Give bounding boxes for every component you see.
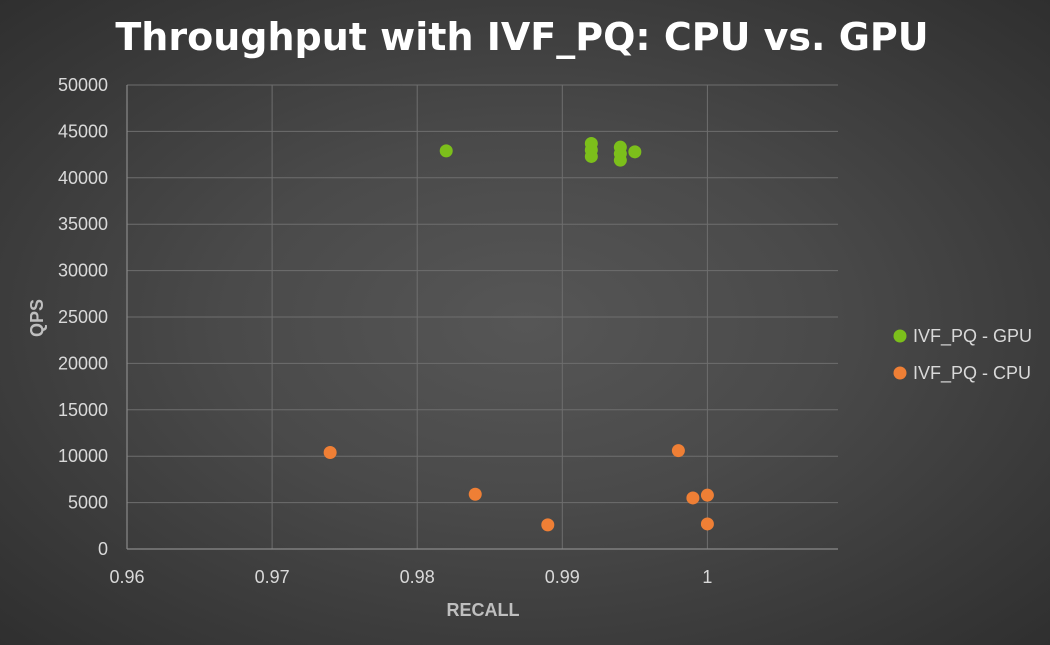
y-tick-label: 50000 xyxy=(58,75,108,95)
legend-marker-gpu xyxy=(893,329,907,343)
y-tick-label: 40000 xyxy=(58,168,108,188)
legend-item-gpu[interactable]: IVF_PQ - GPU xyxy=(893,326,1033,347)
x-tick-labels: 0.96 0.97 0.98 0.99 1 xyxy=(109,567,712,587)
data-points xyxy=(323,136,714,532)
y-tick-label: 0 xyxy=(98,539,108,559)
y-tick-label: 5000 xyxy=(68,493,108,513)
legend-label-cpu: IVF_PQ - CPU xyxy=(913,363,1031,384)
x-tick-label: 0.97 xyxy=(255,567,290,587)
gpu-data-point[interactable] xyxy=(613,153,627,167)
y-axis-label: QPS xyxy=(27,299,47,337)
x-tick-label: 0.98 xyxy=(400,567,435,587)
y-tick-label: 45000 xyxy=(58,121,108,141)
cpu-data-point[interactable] xyxy=(686,491,700,505)
x-axis-label: RECALL xyxy=(447,600,520,620)
chart-title: Throughput with IVF_PQ: CPU vs. GPU xyxy=(115,15,928,59)
legend: IVF_PQ - GPU IVF_PQ - CPU xyxy=(893,326,1033,384)
cpu-data-point[interactable] xyxy=(468,487,482,501)
x-tick-label: 0.99 xyxy=(545,567,580,587)
cpu-data-point[interactable] xyxy=(700,488,714,502)
legend-label-gpu: IVF_PQ - GPU xyxy=(913,326,1032,347)
legend-item-cpu[interactable]: IVF_PQ - CPU xyxy=(893,363,1032,384)
cpu-data-point[interactable] xyxy=(323,445,337,459)
grid-lines xyxy=(127,84,838,549)
cpu-data-point[interactable] xyxy=(671,444,685,458)
y-tick-label: 35000 xyxy=(58,214,108,234)
y-tick-label: 20000 xyxy=(58,353,108,373)
x-tick-label: 1 xyxy=(702,567,712,587)
legend-marker-cpu xyxy=(893,366,907,380)
y-tick-label: 30000 xyxy=(58,261,108,281)
x-tick-label: 0.96 xyxy=(109,567,144,587)
gpu-data-point[interactable] xyxy=(628,145,642,159)
y-tick-labels: 0 5000 10000 15000 20000 25000 30000 35000 40000… xyxy=(58,75,108,559)
gpu-data-point[interactable] xyxy=(584,149,598,163)
gpu-data-point[interactable] xyxy=(439,144,453,158)
y-tick-label: 10000 xyxy=(58,446,108,466)
axes xyxy=(126,85,838,550)
cpu-data-point[interactable] xyxy=(700,517,714,531)
y-tick-label: 25000 xyxy=(58,307,108,327)
cpu-data-point[interactable] xyxy=(541,518,555,532)
y-tick-label: 15000 xyxy=(58,400,108,420)
